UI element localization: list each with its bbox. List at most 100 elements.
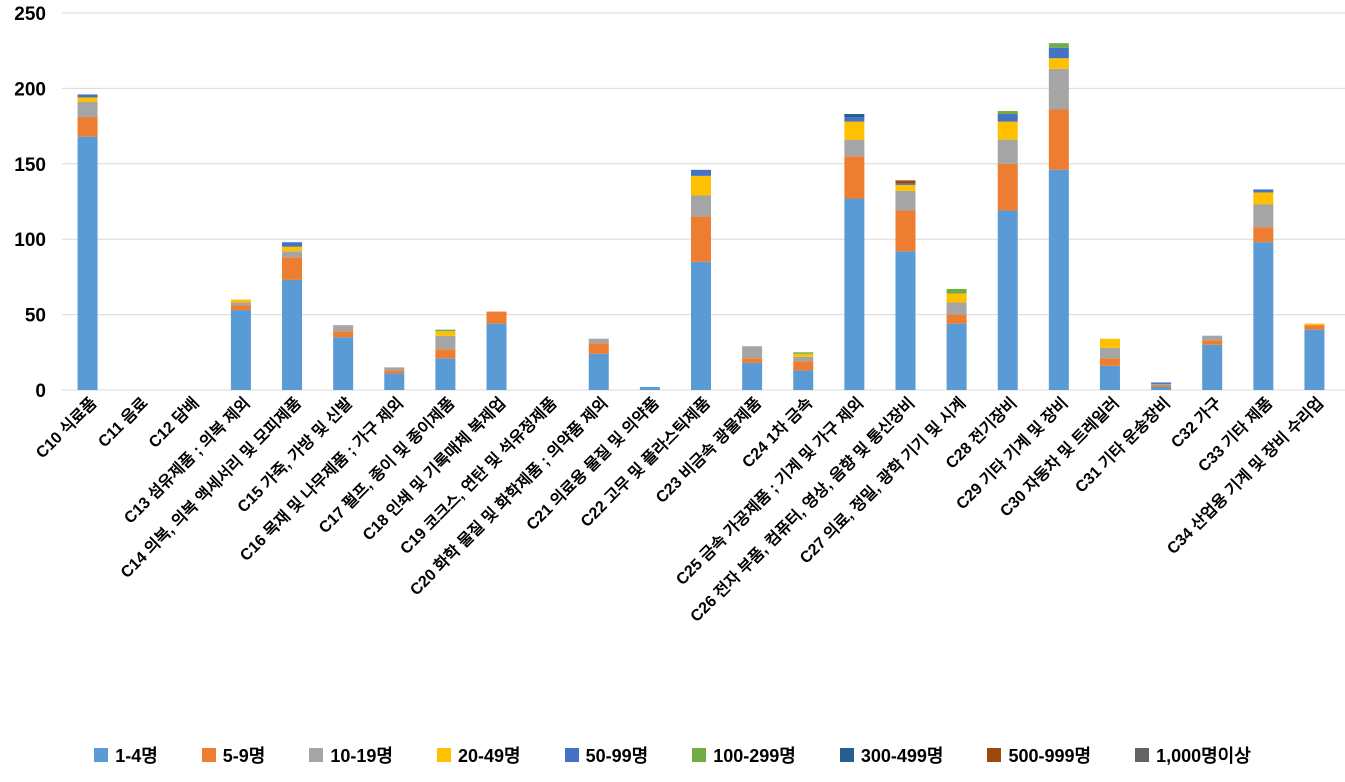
bar-segment — [946, 288, 967, 294]
legend-item: 10-19명 — [309, 742, 393, 768]
x-axis-category-label: C31 기타 운송장비 — [1072, 394, 1174, 496]
bar-segment — [1099, 358, 1120, 366]
bar-segment — [1048, 43, 1069, 48]
bar-segment — [691, 261, 711, 390]
bar-segment — [1304, 325, 1325, 330]
bar-segment — [844, 121, 865, 140]
x-axis-category-label: C25 금속 가공제품 ; 기계 및 가구 제외 — [672, 393, 867, 588]
bar-segment — [1048, 169, 1069, 390]
bar-segment — [793, 370, 814, 390]
bar-segment — [1048, 47, 1069, 59]
bar-segment — [230, 299, 251, 303]
bar-segment — [1202, 344, 1223, 390]
x-axis-category-label: C14 의복, 의복 액세서리 및 모피제품 — [117, 393, 306, 582]
bar-segment — [997, 163, 1018, 211]
bar-segment — [895, 190, 916, 211]
bar-segment — [333, 331, 354, 338]
legend-label: 10-19명 — [330, 746, 393, 766]
bar-segment — [77, 117, 98, 137]
bar-segment — [793, 353, 814, 357]
y-axis-tick-label: 100 — [14, 230, 46, 251]
legend: 1-4명 5-9명 10-19명 20-49명 50-99명 100-299명 300-49… — [0, 742, 1345, 768]
bar-segment — [230, 310, 251, 390]
bar-segment — [844, 198, 865, 390]
bar-segment — [1099, 365, 1120, 390]
bar-segment — [282, 246, 303, 252]
bar-segment — [1304, 329, 1325, 390]
legend-swatch-icon — [839, 748, 854, 762]
bar-segment — [1253, 189, 1274, 193]
bar-segment — [895, 183, 916, 185]
bar-segment — [946, 302, 967, 315]
legend-item: 300-499명 — [839, 742, 943, 768]
bar-segment — [1253, 204, 1274, 228]
bar-segment — [946, 323, 967, 390]
x-axis-category-label: C10 식료품 — [33, 394, 101, 462]
bar-segment — [742, 358, 763, 363]
bar-segment — [1048, 109, 1069, 170]
legend-label: 500-999명 — [1008, 746, 1092, 766]
bar-segment — [282, 279, 303, 390]
bar-segment — [997, 210, 1018, 390]
legend-swatch-icon — [987, 748, 1002, 762]
legend-item: 100-299명 — [692, 742, 796, 768]
bar-segment — [1253, 192, 1274, 205]
legend-swatch-icon — [564, 748, 579, 762]
legend-label: 50-99명 — [585, 746, 649, 766]
bar-segment — [384, 367, 405, 371]
bar-segment — [435, 329, 456, 332]
bar-segment — [691, 195, 711, 217]
bar-segment — [844, 114, 865, 118]
legend-item: 1,000명이상 — [1135, 742, 1251, 768]
bar-segment — [793, 352, 814, 354]
bar-segment — [997, 139, 1018, 164]
bar-segment — [691, 216, 711, 262]
bar-segment — [1151, 385, 1172, 387]
bar-segment — [588, 343, 609, 354]
bar-segment — [1048, 68, 1069, 110]
bar-segment — [77, 97, 98, 102]
bar-segment — [793, 361, 814, 371]
legend-item: 20-49명 — [436, 742, 521, 768]
legend-label: 5-9명 — [222, 746, 266, 766]
legend-swatch-icon — [94, 748, 109, 762]
bar-segment — [639, 386, 660, 390]
bar-segment — [895, 251, 916, 390]
bar-segment — [997, 114, 1018, 122]
bar-segment — [333, 325, 354, 332]
bar-segment — [1099, 338, 1120, 348]
bar-segment — [1253, 227, 1274, 243]
bar-segment — [844, 117, 865, 122]
bar-segment — [895, 180, 916, 184]
y-axis-tick-label: 200 — [14, 79, 46, 100]
bar-segment — [895, 210, 916, 252]
bar-segment — [77, 101, 98, 118]
y-axis-tick-label: 0 — [35, 381, 46, 402]
x-axis-category-label: C11 음료 — [95, 394, 152, 451]
bar-segment — [1304, 323, 1325, 326]
bar-segment — [77, 136, 98, 390]
bar-segment — [844, 156, 865, 199]
bar-segment — [230, 302, 251, 306]
legend-label: 20-49명 — [457, 746, 521, 766]
bar-segment — [895, 184, 916, 191]
y-axis-tick-label: 150 — [14, 155, 46, 176]
bar-segment — [384, 370, 405, 374]
bar-segment — [435, 335, 456, 350]
bar-segment — [1202, 340, 1223, 345]
legend-item: 50-99명 — [564, 742, 649, 768]
bar-segment — [1099, 347, 1120, 359]
bar-segment — [282, 242, 303, 247]
bar-segment — [1202, 335, 1223, 341]
legend-item: 1-4명 — [94, 742, 158, 768]
bar-segment — [1151, 382, 1172, 384]
bar-segment — [486, 323, 507, 390]
bar-segment — [997, 121, 1018, 140]
bar-segment — [435, 349, 456, 359]
bar-segment — [997, 111, 1018, 115]
legend-swatch-icon — [436, 748, 451, 762]
bar-segment — [282, 257, 303, 280]
legend-swatch-icon — [692, 748, 707, 762]
